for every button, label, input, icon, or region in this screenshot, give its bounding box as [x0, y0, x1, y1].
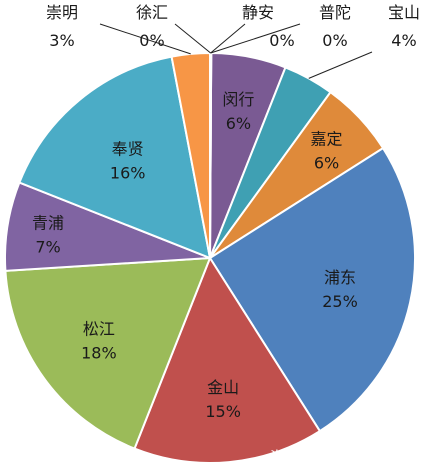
slice-label-0: 闵行	[222, 90, 254, 109]
pie-slice-4	[133, 255, 322, 464]
leader-line-1	[308, 51, 373, 79]
slice-label-10: 静安	[242, 3, 274, 22]
pie-slice-7	[18, 55, 212, 260]
leader-line-9	[174, 23, 211, 54]
slice-value-label-4: 15%	[205, 402, 241, 421]
slice-label-6: 青浦	[32, 213, 64, 232]
leader-line-8	[99, 23, 191, 55]
pie-slice-3	[208, 146, 416, 433]
slice-value-label-0: 6%	[226, 114, 251, 133]
pie-slice-11	[209, 51, 213, 259]
slice-label-1: 宝山	[388, 3, 420, 22]
pie-slice-5	[4, 256, 212, 450]
slice-label-5: 松江	[83, 320, 115, 339]
leader-line-11	[210, 23, 301, 54]
slice-value-label-11: 0%	[322, 31, 347, 50]
slice-value-label-5: 18%	[81, 344, 117, 363]
slice-value-label-7: 16%	[110, 163, 146, 182]
slice-label-8: 崇明	[46, 3, 78, 22]
leader-line-10	[210, 23, 246, 54]
slice-value-label-2: 6%	[314, 154, 339, 173]
slice-label-4: 金山	[207, 378, 239, 397]
slice-label-9: 徐汇	[136, 3, 168, 22]
slice-value-label-9: 0%	[139, 31, 164, 50]
slice-value-label-6: 7%	[35, 237, 60, 256]
watermark-text: 头条号 / 飘马商业地产	[268, 448, 418, 466]
slice-label-11: 普陀	[319, 3, 351, 22]
slice-value-label-3: 25%	[322, 292, 358, 311]
slice-label-7: 奉贤	[112, 139, 144, 158]
slice-label-3: 浦东	[324, 268, 356, 287]
slice-value-label-1: 4%	[391, 31, 416, 50]
slice-label-2: 嘉定	[311, 130, 343, 149]
slice-value-label-8: 3%	[49, 31, 74, 50]
slice-value-label-10: 0%	[269, 31, 294, 50]
